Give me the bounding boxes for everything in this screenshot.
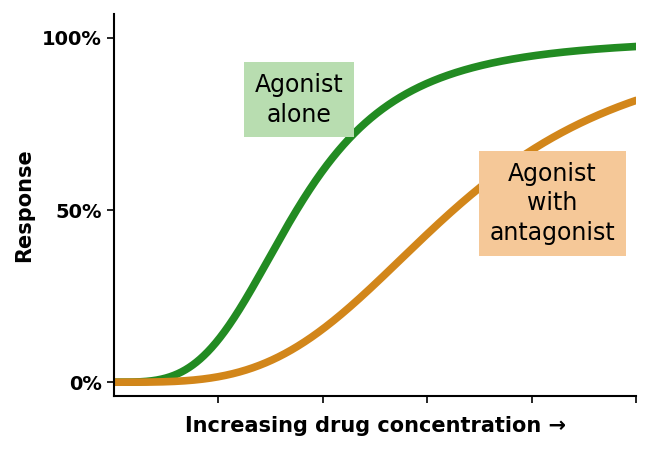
X-axis label: Increasing drug concentration →: Increasing drug concentration → (185, 416, 566, 436)
Text: Agonist
with
antagonist: Agonist with antagonist (489, 162, 616, 245)
Y-axis label: Response: Response (14, 148, 34, 262)
Text: Agonist
alone: Agonist alone (255, 73, 344, 127)
